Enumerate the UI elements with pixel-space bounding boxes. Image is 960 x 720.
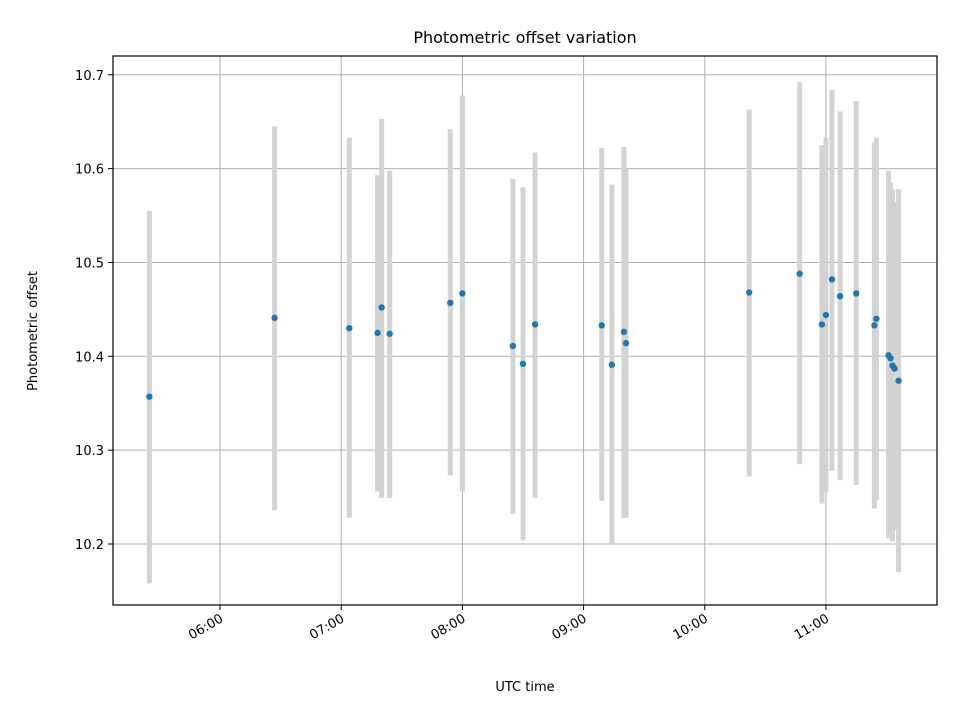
data-point [873,315,880,322]
x-tick-label: 06:00 [186,611,226,643]
x-axis-label: UTC time [495,680,554,695]
x-tick-label: 07:00 [307,611,347,643]
data-point [853,290,860,297]
y-tick-label: 10.2 [75,538,104,553]
data-point [447,299,454,307]
data-points [146,270,902,400]
x-tick-label: 09:00 [550,611,590,643]
data-point [620,328,628,336]
x-axis-ticks: 06:00 07:00 08:00 09:00 10:00 11:00 [186,605,832,643]
data-point [622,339,630,347]
data-point [346,324,353,332]
data-point [822,311,830,319]
data-point [271,314,278,322]
data-point [519,360,527,368]
plot-frame [112,55,938,606]
data-point [796,270,803,277]
x-tick-label: 10:00 [671,611,711,643]
data-point [509,342,517,350]
y-axis-label: Photometric offset [26,271,41,391]
data-point [828,276,836,283]
chart-title: Photometric offset variation [413,28,636,47]
data-point [818,321,826,328]
error-bars [146,82,902,584]
data-point [459,290,466,297]
data-point [887,354,894,362]
data-point [745,289,753,296]
y-tick-label: 10.5 [75,256,104,271]
x-tick-label: 08:00 [428,611,468,643]
data-point [836,293,844,300]
y-axis-ticks: 10.2 10.3 10.4 10.5 10.6 10.7 [75,69,113,553]
data-point [374,329,381,337]
x-tick-label: 11:00 [792,611,832,643]
data-point [378,304,385,311]
y-tick-label: 10.6 [75,163,104,178]
data-point [386,330,393,337]
data-point [531,321,539,328]
data-point [895,377,902,384]
data-point [891,365,898,372]
data-point [146,393,153,400]
y-tick-label: 10.3 [75,444,104,459]
data-point [871,322,878,329]
data-point [608,361,616,368]
y-tick-label: 10.7 [75,69,104,84]
data-point [598,322,605,329]
y-tick-label: 10.4 [75,350,104,365]
